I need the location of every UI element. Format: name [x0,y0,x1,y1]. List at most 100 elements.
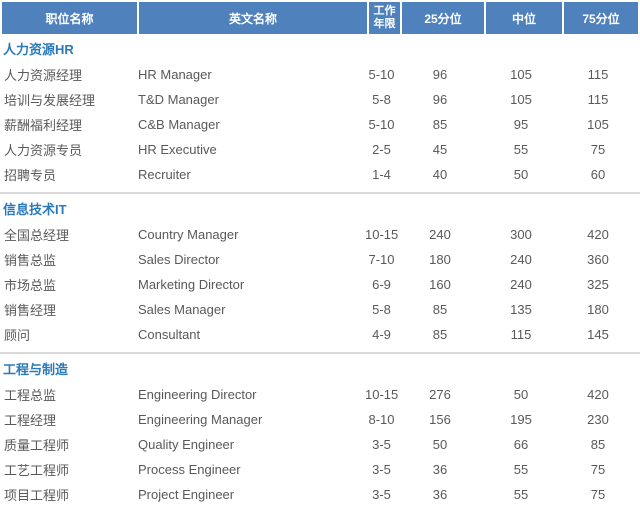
cell-median: 50 [513,387,529,402]
cell-p75: 230 [587,412,609,427]
cell-p75: 115 [587,67,609,82]
cell-position-en: Process Engineer [138,462,241,477]
cell-p25: 240 [429,227,451,242]
cell-position-en: HR Executive [138,142,217,157]
cell-p25: 85 [432,117,448,132]
cell-p75: 75 [590,462,606,477]
table-row: 顾问 Consultant 4-9 85 115 145 [0,322,640,347]
cell-work-years: 8-10 [368,412,395,427]
cell-median: 105 [510,92,532,107]
header-cell-english-name: 英文名称 [137,2,367,34]
header-cell-p75: 75分位 [562,2,638,34]
cell-position-cn: 人力资源专员 [4,143,83,158]
table-body: 人力资源HR 人力资源经理 HR Manager 5-10 96 105 115 培训与发展经… [0,34,640,510]
cell-work-years: 6-9 [372,277,391,292]
cell-median: 195 [510,412,532,427]
cell-position-en: Sales Director [138,252,220,267]
table-row: 销售总监 Sales Director 7-10 180 240 360 [0,247,640,272]
cell-position-en: Marketing Director [138,277,245,292]
cell-median: 55 [513,142,529,157]
cell-position-en: Engineering Manager [138,412,263,427]
table-row: 市场总监 Marketing Director 6-9 160 240 325 [0,272,640,297]
section-title: 工程与制造 [3,362,69,377]
cell-p25: 36 [432,462,448,477]
table-header-row: 职位名称 英文名称 工作 年限 25分位 中位 75分位 [2,2,638,34]
cell-p75: 60 [590,167,606,182]
table-section: 人力资源HR 人力资源经理 HR Manager 5-10 96 105 115 培训与发展经… [0,34,640,194]
cell-work-years: 3-5 [372,462,391,477]
table-row: 项目工程师 Project Engineer 3-5 36 55 75 [0,482,640,507]
cell-position-en: T&D Manager [138,92,219,107]
header-cell-median: 中位 [484,2,562,34]
cell-position-cn: 人力资源经理 [4,68,83,83]
cell-work-years: 1-4 [372,167,391,182]
cell-p75: 325 [587,277,609,292]
cell-p75: 180 [587,302,609,317]
cell-p25: 50 [432,437,448,452]
table-row: 人力资源专员 HR Executive 2-5 45 55 75 [0,137,640,162]
cell-p25: 96 [432,92,448,107]
cell-work-years: 3-5 [372,487,391,502]
cell-p25: 45 [432,142,448,157]
cell-p25: 96 [432,67,448,82]
cell-position-cn: 工程总监 [4,388,57,403]
table-row: 招聘专员 Recruiter 1-4 40 50 60 [0,162,640,187]
cell-position-cn: 工艺工程师 [4,463,70,478]
header-cell-work-years: 工作 年限 [367,2,400,34]
cell-position-cn: 市场总监 [4,278,57,293]
cell-position-en: HR Manager [138,67,212,82]
cell-median: 105 [510,67,532,82]
table-section: 工程与制造 工程总监 Engineering Director 10-15 276 50 4… [0,354,640,510]
cell-median: 240 [510,277,532,292]
cell-position-cn: 顾问 [4,328,31,343]
cell-p75: 85 [590,437,606,452]
cell-position-en: C&B Manager [138,117,220,132]
cell-median: 300 [510,227,532,242]
cell-work-years: 4-9 [372,327,391,342]
table-row: 质量工程师 Quality Engineer 3-5 50 66 85 [0,432,640,457]
cell-position-en: Engineering Director [138,387,257,402]
cell-work-years: 5-8 [372,302,391,317]
cell-median: 135 [510,302,532,317]
cell-work-years: 5-10 [368,67,395,82]
cell-work-years: 5-8 [372,92,391,107]
table-row: 全国总经理 Country Manager 10-15 240 300 420 [0,222,640,247]
cell-work-years: 2-5 [372,142,391,157]
table-row: 人力资源经理 HR Manager 5-10 96 105 115 [0,62,640,87]
cell-position-cn: 培训与发展经理 [4,93,96,108]
cell-p25: 156 [429,412,451,427]
cell-work-years: 7-10 [368,252,395,267]
table-row: 销售经理 Sales Manager 5-8 85 135 180 [0,297,640,322]
cell-median: 66 [513,437,529,452]
cell-p25: 276 [429,387,451,402]
cell-p75: 105 [587,117,609,132]
header-cell-work-years-line1: 工作 [373,4,396,17]
table-row: 培训与发展经理 T&D Manager 5-8 96 105 115 [0,87,640,112]
table-section: 信息技术IT 全国总经理 Country Manager 10-15 240 300 420… [0,194,640,354]
cell-median: 95 [513,117,529,132]
section-title: 人力资源HR [3,42,74,57]
cell-p25: 160 [429,277,451,292]
cell-work-years: 10-15 [365,387,398,402]
cell-position-en: Project Engineer [138,487,235,502]
cell-p75: 75 [590,142,606,157]
cell-p75: 360 [587,252,609,267]
header-cell-work-years-line2: 年限 [373,18,396,30]
cell-position-cn: 全国总经理 [4,228,70,243]
cell-position-cn: 工程经理 [4,413,57,428]
cell-p25: 85 [432,302,448,317]
header-cell-p25: 25分位 [400,2,484,34]
cell-position-cn: 招聘专员 [4,168,57,183]
cell-work-years: 5-10 [368,117,395,132]
cell-position-en: Recruiter [138,167,191,182]
cell-p75: 75 [590,487,606,502]
table-row: 工程总监 Engineering Director 10-15 276 50 420 [0,382,640,407]
section-title: 信息技术IT [3,202,67,217]
cell-p75: 115 [587,92,609,107]
cell-position-cn: 销售经理 [4,303,57,318]
cell-p25: 85 [432,327,448,342]
cell-work-years: 10-15 [365,227,398,242]
cell-p75: 420 [587,227,609,242]
cell-median: 50 [513,167,529,182]
cell-p25: 36 [432,487,448,502]
